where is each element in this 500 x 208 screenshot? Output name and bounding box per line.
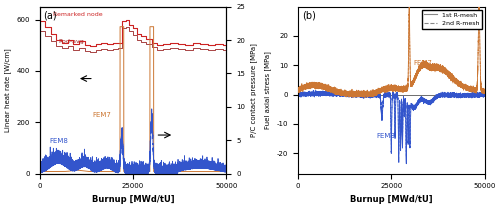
- Y-axis label: Linear heat rate [W/cm]: Linear heat rate [W/cm]: [4, 48, 11, 132]
- Y-axis label: P/C contact pressure [MPa]: P/C contact pressure [MPa]: [250, 43, 258, 137]
- X-axis label: Burnup [MWd/tU]: Burnup [MWd/tU]: [92, 195, 174, 204]
- Text: FEM7: FEM7: [414, 60, 432, 66]
- X-axis label: Burnup [MWd/tU]: Burnup [MWd/tU]: [350, 195, 432, 204]
- Legend: 1st R-mesh, 2nd R-mesh: 1st R-mesh, 2nd R-mesh: [422, 10, 482, 29]
- Text: Remarked node: Remarked node: [53, 12, 102, 17]
- Text: FEM8: FEM8: [376, 133, 395, 139]
- Text: (b): (b): [302, 10, 316, 20]
- Text: Rod-avg: Rod-avg: [58, 39, 84, 44]
- Text: FEM8: FEM8: [49, 138, 68, 144]
- Text: (a): (a): [44, 10, 57, 20]
- Text: FEM7: FEM7: [92, 112, 111, 118]
- Y-axis label: Fuel axial stress [MPa]: Fuel axial stress [MPa]: [264, 51, 271, 129]
